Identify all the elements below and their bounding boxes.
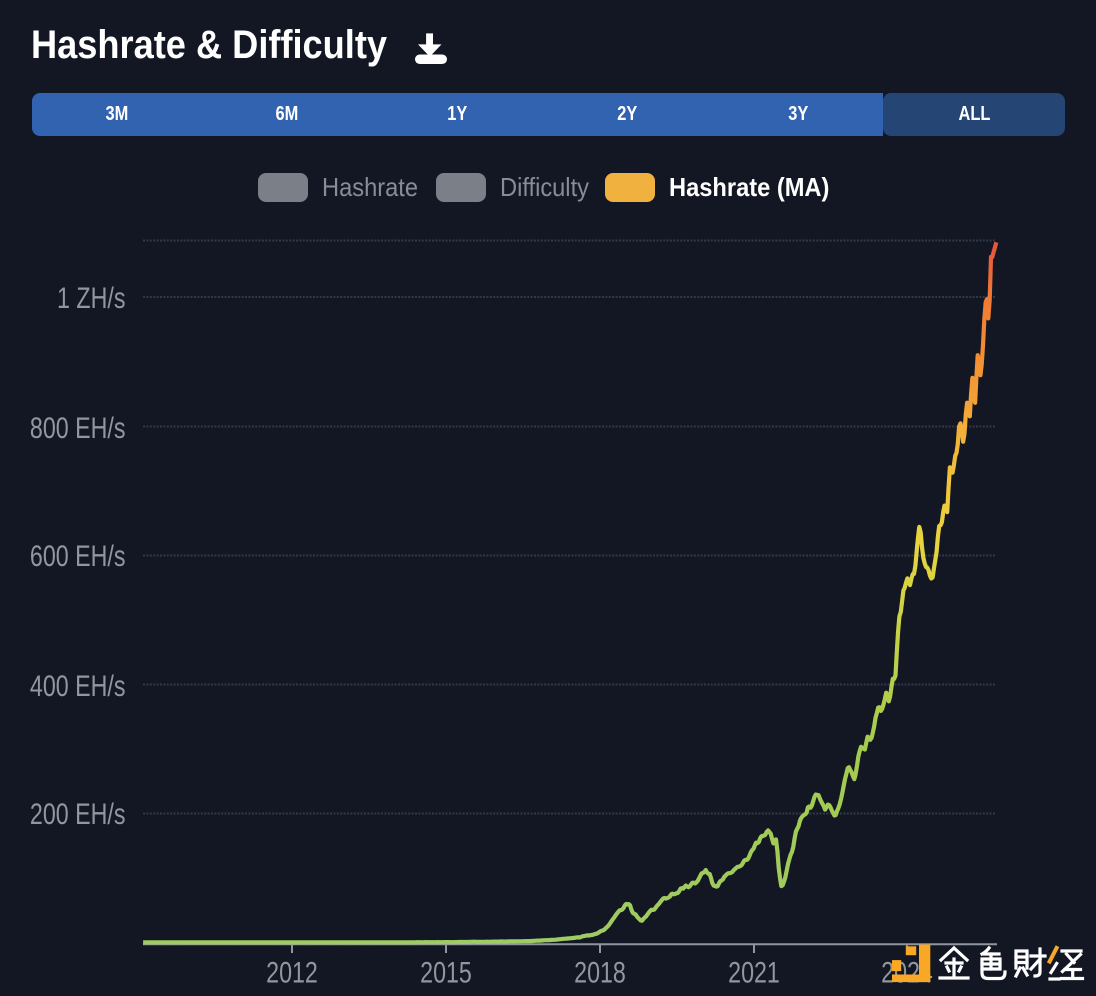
svg-text:1 ZH/s: 1 ZH/s (57, 281, 125, 315)
svg-text:200 EH/s: 200 EH/s (30, 797, 126, 831)
svg-text:2018: 2018 (574, 956, 626, 990)
svg-text:600 EH/s: 600 EH/s (30, 539, 126, 573)
svg-text:800 EH/s: 800 EH/s (30, 411, 126, 445)
svg-text:2012: 2012 (266, 956, 318, 990)
svg-text:2015: 2015 (420, 956, 472, 990)
svg-text:400 EH/s: 400 EH/s (30, 669, 126, 703)
svg-text:2021: 2021 (728, 956, 780, 990)
